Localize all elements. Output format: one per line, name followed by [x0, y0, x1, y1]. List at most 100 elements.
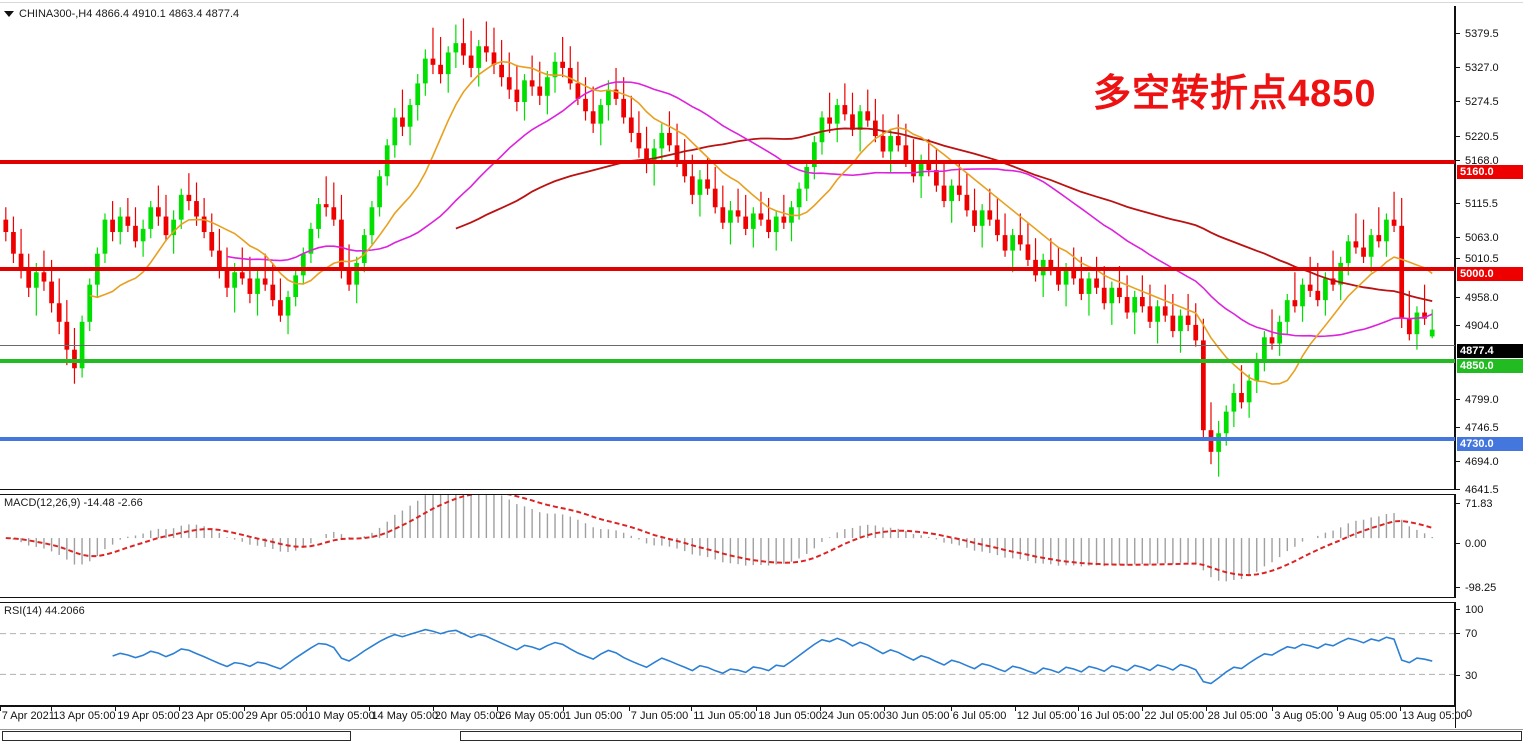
time-axis-label: 6 Jul 05:00: [952, 710, 1007, 722]
price-axis-tick: 4958.0: [1456, 292, 1499, 304]
level-line-5000-0[interactable]: [0, 267, 1455, 271]
rsi-axis-tick: 30: [1456, 670, 1477, 682]
time-axis-label: 13 Apr 05:00: [53, 710, 116, 722]
symbol-ohlc-label: CHINA300-,H4 4866.4 4910.1 4863.4 4877.4: [19, 8, 240, 20]
price-axis[interactable]: 5379.5 5327.0 5274.5 5220.5 5168.0 5115.5 5063…: [1455, 6, 1523, 496]
price-axis-tick: 5168.0: [1456, 155, 1499, 167]
time-axis-tick: [0, 706, 1, 711]
time-axis-label: 1 Jun 05:00: [564, 710, 623, 722]
time-axis-tick: [1205, 706, 1207, 711]
time-axis-label: 9 Aug 05:00: [1338, 710, 1398, 722]
horizontal-scrollbar[interactable]: [0, 729, 1523, 741]
rsi-panel[interactable]: RSI(14) 44.2066: [0, 602, 1455, 706]
price-axis-tick: 5010.5: [1456, 253, 1499, 265]
time-axis-label: 18 Jun 05:00: [758, 710, 822, 722]
macd-panel[interactable]: MACD(12,26,9) -14.48 -2.66: [0, 494, 1455, 598]
time-axis-label: 13 Aug 05:00: [1401, 710, 1467, 722]
time-axis-label: 20 May 05:00: [434, 710, 502, 722]
macd-axis-tick: -98.25: [1456, 582, 1496, 594]
caret-down-icon[interactable]: [4, 11, 14, 17]
level-line-4877-4[interactable]: [0, 345, 1455, 346]
candlestick-plot: [3, 18, 1435, 477]
time-axis-tick: [369, 706, 371, 711]
time-axis-label: 29 Apr 05:00: [245, 710, 309, 722]
time-axis-label: 26 May 05:00: [498, 710, 566, 722]
scrollbar-segment[interactable]: [2, 731, 351, 741]
macd-axis: 71.83 0.00 -98.25: [1455, 494, 1523, 598]
time-axis-label: 28 Jul 05:00: [1207, 710, 1268, 722]
macd-title: MACD(12,26,9) -14.48 -2.66: [4, 497, 143, 509]
time-axis-label: 19 Apr 05:00: [117, 710, 180, 722]
time-axis-label: 12 Jul 05:00: [1016, 710, 1077, 722]
scrollbar-segment[interactable]: [460, 731, 1522, 741]
macd-plot: [5, 495, 1433, 582]
time-axis-tick: [950, 706, 952, 711]
level-line-4730-0[interactable]: [0, 437, 1455, 441]
price-axis-tick: 5220.5: [1456, 131, 1499, 143]
time-axis-label: 3 Aug 05:00: [1274, 710, 1334, 722]
rsi-plot: [0, 628, 1454, 685]
level-line-4850-0[interactable]: [0, 359, 1455, 363]
rsi-axis: 100 70 30: [1455, 602, 1523, 706]
price-axis-tick: 4641.5: [1456, 484, 1499, 496]
time-axis-label: 23 Apr 05:00: [181, 710, 244, 722]
time-axis-label: 11 Jun 05:00: [693, 710, 757, 722]
time-axis-tick: [1142, 706, 1144, 711]
time-axis-tick: [1399, 706, 1401, 711]
time-axis-label: 30 Jun 05:00: [885, 710, 950, 722]
time-axis-tick: [306, 706, 308, 711]
level-line-5160-0[interactable]: [0, 160, 1455, 164]
time-axis-tick: [1014, 706, 1016, 711]
time-axis-tick: [243, 706, 245, 711]
price-axis-tick: 5063.0: [1456, 232, 1499, 244]
time-axis-tick: [756, 706, 758, 711]
price-axis-tick: 5327.0: [1456, 62, 1499, 74]
time-axis-zero-label: 0: [1466, 708, 1473, 720]
time-axis-tick: [819, 706, 821, 711]
price-axis-badge[interactable]: 4730.0: [1457, 437, 1523, 451]
price-axis-badge[interactable]: 5000.0: [1457, 267, 1523, 281]
macd-axis-tick: 71.83: [1456, 498, 1493, 510]
time-axis-tick: [562, 706, 564, 711]
time-axis-tick: [51, 706, 53, 711]
time-axis-tick: [1272, 706, 1274, 711]
macd-axis-tick: 0.00: [1456, 538, 1486, 550]
time-axis-label: 10 May 05:00: [308, 710, 375, 722]
time-axis-tick: [691, 706, 693, 711]
time-axis-label: 7 Jun 05:00: [630, 710, 689, 722]
time-axis-label: 14 May 05:00: [371, 710, 439, 722]
price-axis-tick: 4694.0: [1456, 456, 1499, 468]
time-axis-tick: [496, 706, 498, 711]
chart-symbol-header: CHINA300-,H4 4866.4 4910.1 4863.4 4877.4: [4, 6, 239, 22]
price-panel[interactable]: 多空转折点4850: [0, 6, 1455, 490]
time-axis-right-edge: [1455, 706, 1456, 728]
price-axis-tick: 4904.0: [1456, 320, 1499, 332]
price-axis-tick: 4746.5: [1456, 422, 1499, 434]
time-axis-label: 24 Jun 05:00: [821, 710, 886, 722]
time-axis-label: 16 Jul 05:00: [1080, 710, 1141, 722]
rsi-axis-tick: 100: [1456, 604, 1483, 616]
time-axis-tick: [1078, 706, 1080, 711]
rsi-axis-tick: 70: [1456, 628, 1477, 640]
time-axis-tick: [628, 706, 630, 711]
price-axis-badge[interactable]: 4877.4: [1457, 344, 1523, 358]
price-axis-badge[interactable]: 4850.0: [1457, 359, 1523, 373]
price-axis-tick: 5274.5: [1456, 96, 1499, 108]
time-axis-tick: [883, 706, 885, 711]
price-axis-tick: 5115.5: [1456, 198, 1498, 210]
rsi-title: RSI(14) 44.2066: [4, 605, 85, 617]
time-axis-tick: [432, 706, 434, 711]
price-axis-tick: 5379.5: [1456, 28, 1499, 40]
time-axis[interactable]: 0 7 Apr 2021 13 Apr 05:00 19 Apr 05:00 23 A…: [0, 706, 1523, 728]
time-axis-tick: [115, 706, 117, 711]
time-axis-rule: [0, 706, 1455, 707]
time-axis-label: 22 Jul 05:00: [1144, 710, 1205, 722]
toolbar-divider: [0, 2, 1523, 3]
chart-annotation-text: 多空转折点4850: [1093, 73, 1377, 115]
time-axis-tick: [179, 706, 181, 711]
price-axis-badge[interactable]: 5160.0: [1457, 165, 1523, 179]
time-axis-tick: [1336, 706, 1338, 711]
time-axis-label: 7 Apr 2021: [1, 710, 55, 722]
price-axis-tick: 4799.0: [1456, 394, 1499, 406]
